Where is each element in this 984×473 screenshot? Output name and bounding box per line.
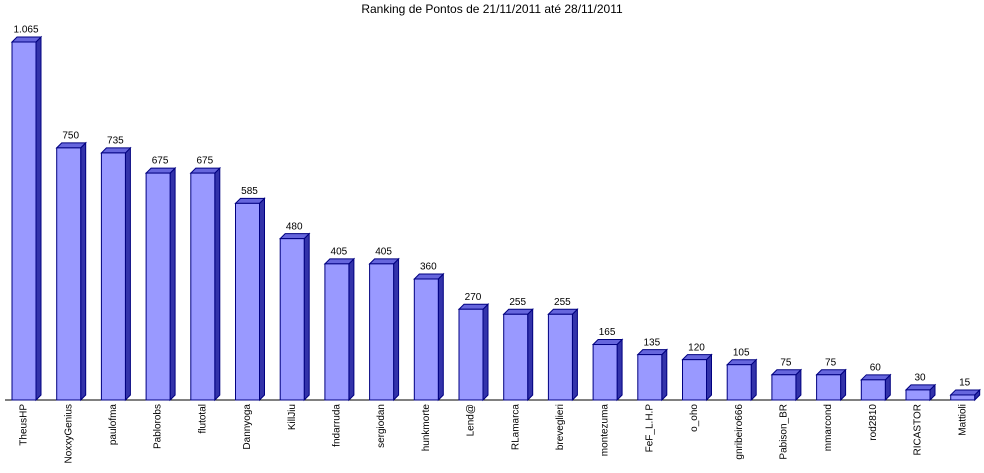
bar — [323, 257, 356, 402]
value-label: 735 — [107, 136, 124, 147]
bar — [144, 166, 177, 402]
x-tick-label: breveglieri — [555, 404, 566, 450]
x-tick-label: KillJiu — [287, 404, 298, 430]
x-tick-label: NoxxyGenius — [63, 404, 74, 463]
value-label: 405 — [375, 246, 392, 257]
x-tick-label: RICASTOR — [913, 404, 924, 456]
bar — [100, 146, 132, 402]
value-label: 120 — [688, 342, 705, 353]
value-label: 135 — [643, 337, 660, 348]
bar — [815, 368, 847, 402]
value-label: 105 — [733, 347, 750, 358]
x-tick-label: Pablorobs — [153, 404, 164, 449]
bar — [949, 388, 981, 402]
chart-title: Ranking de Pontos de 21/11/2011 até 28/1… — [361, 2, 623, 16]
value-label: 165 — [599, 327, 616, 338]
bar — [368, 257, 400, 402]
bar — [413, 272, 445, 402]
x-tick-label: gnribeiro666 — [734, 404, 745, 460]
value-label: 405 — [331, 246, 348, 257]
x-tick-label: paulofma — [108, 404, 119, 446]
value-label: 75 — [780, 357, 792, 368]
x-tick-label: Lend@ — [466, 404, 477, 436]
bar — [502, 308, 534, 402]
x-tick-label: mmarcond — [823, 404, 834, 451]
value-label: 75 — [825, 357, 837, 368]
x-tick-label: hunkmorte — [421, 404, 432, 452]
x-tick-label: sergiodan — [376, 404, 387, 448]
value-label: 585 — [241, 186, 258, 197]
value-label: 30 — [914, 373, 926, 384]
bar — [770, 368, 803, 402]
bar — [278, 232, 311, 402]
x-tick-label: o_oho — [689, 404, 700, 432]
bar — [725, 358, 758, 402]
x-tick-label: Pabison_BR — [779, 404, 790, 460]
x-tick-label: Mattioli — [957, 404, 968, 436]
value-label: 270 — [465, 292, 482, 303]
bar — [55, 141, 87, 402]
value-label: 255 — [554, 297, 571, 308]
x-tick-label: TheusHP — [19, 404, 30, 446]
value-label: 480 — [286, 221, 303, 232]
x-tick-label: flutotal — [197, 404, 208, 433]
x-tick-label: FeF_L.H.P — [644, 404, 655, 453]
x-tick-label: montezuma — [600, 404, 611, 457]
bar — [10, 35, 43, 402]
value-label: 255 — [509, 297, 526, 308]
value-label: 1.065 — [13, 25, 38, 36]
x-tick-label: fndarruda — [332, 404, 343, 447]
bar — [234, 197, 266, 402]
x-tick-label: RLamarca — [510, 404, 521, 451]
bar — [636, 348, 669, 402]
value-label: 60 — [870, 362, 882, 373]
bar — [904, 383, 937, 402]
x-tick-label: rod2810 — [868, 404, 879, 441]
bar — [547, 308, 579, 402]
x-tick-label: Dannyoga — [242, 404, 253, 450]
bar — [457, 303, 490, 402]
bar — [860, 373, 892, 402]
value-label: 675 — [196, 156, 213, 167]
bar — [681, 353, 713, 402]
value-label: 360 — [420, 262, 437, 273]
bar — [591, 338, 624, 402]
value-label: 750 — [62, 131, 79, 142]
bar — [189, 166, 222, 402]
value-label: 675 — [152, 156, 169, 167]
value-label: 15 — [959, 378, 971, 389]
